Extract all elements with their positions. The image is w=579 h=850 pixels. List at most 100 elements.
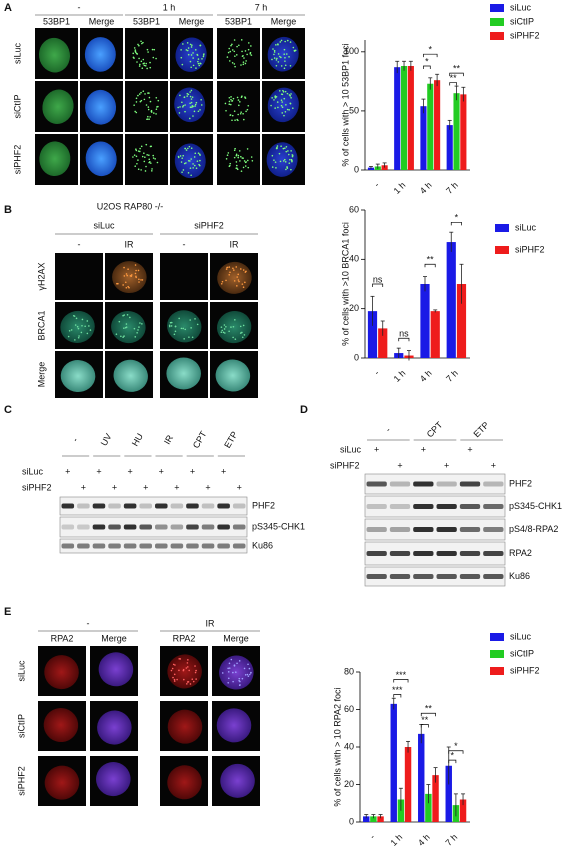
focus <box>180 56 183 59</box>
blot-band <box>366 481 387 487</box>
blot-band <box>186 503 199 509</box>
x-tick-label: - <box>368 832 377 841</box>
focus <box>186 42 189 44</box>
focus <box>122 284 124 286</box>
blot-band <box>139 503 152 509</box>
focus <box>276 145 279 147</box>
focus <box>250 45 252 47</box>
focus <box>134 49 137 51</box>
blot-band <box>123 543 137 549</box>
focus <box>281 101 283 103</box>
focus <box>230 96 232 98</box>
focus <box>143 160 146 163</box>
focus <box>241 283 244 285</box>
focus <box>177 155 180 158</box>
focus <box>126 274 129 277</box>
focus <box>278 90 281 92</box>
focus <box>285 150 288 153</box>
focus <box>220 282 223 285</box>
focus <box>125 273 128 275</box>
focus <box>272 48 274 50</box>
focus <box>190 89 193 92</box>
focus <box>282 160 285 162</box>
focus <box>138 44 140 47</box>
focus <box>243 160 246 162</box>
focus <box>288 162 291 164</box>
significance-label: ** <box>453 63 461 73</box>
image-tile <box>217 134 260 185</box>
significance-label: ** <box>421 715 429 725</box>
focus <box>228 662 231 665</box>
focus <box>234 119 236 121</box>
focus <box>241 677 244 680</box>
focus <box>193 110 196 113</box>
focus <box>236 118 239 121</box>
focus <box>184 110 186 113</box>
focus <box>181 171 183 173</box>
focus <box>196 160 199 162</box>
nucleus <box>38 37 71 73</box>
significance-label: ** <box>427 255 435 265</box>
blot-band <box>155 503 168 509</box>
significance-bracket <box>449 72 464 77</box>
blot-band <box>108 503 121 509</box>
focus <box>135 269 137 272</box>
focus <box>124 281 127 284</box>
sign: + <box>205 482 210 492</box>
focus <box>243 57 245 59</box>
bar <box>420 284 430 358</box>
focus <box>273 53 275 56</box>
treatment-label: - <box>70 436 80 444</box>
focus <box>285 104 287 106</box>
band-label: pS345-CHK1 <box>252 521 305 531</box>
focus <box>231 119 233 122</box>
treatment-label: CPT <box>425 419 445 439</box>
blot-band <box>217 524 230 530</box>
focus <box>195 167 198 170</box>
focus <box>139 100 142 103</box>
focus <box>233 39 236 41</box>
focus <box>244 96 246 98</box>
nucleus <box>98 652 134 687</box>
significance-bracket <box>420 712 436 717</box>
blot-band <box>123 524 137 530</box>
focus <box>155 113 157 115</box>
focus <box>140 169 142 171</box>
focus <box>188 117 191 120</box>
nucleus <box>113 359 148 392</box>
row-label: Merge <box>36 362 46 388</box>
focus <box>183 678 185 681</box>
y-tick-label: 0 <box>349 816 354 826</box>
focus <box>229 271 231 274</box>
bar <box>430 311 440 358</box>
focus <box>139 150 141 153</box>
focus <box>146 154 148 156</box>
focus <box>184 328 187 331</box>
focus <box>226 154 229 157</box>
nucleus <box>96 762 131 797</box>
focus <box>246 53 248 56</box>
blot-band <box>155 543 168 549</box>
focus <box>151 170 153 172</box>
blot-band <box>366 551 387 556</box>
focus <box>139 63 141 66</box>
legend-label: siPHF2 <box>515 244 545 254</box>
focus <box>238 280 240 283</box>
focus <box>196 54 199 56</box>
focus <box>290 93 292 95</box>
nucleus <box>85 141 117 177</box>
focus <box>146 67 148 70</box>
nucleus <box>167 654 202 689</box>
focus <box>280 39 283 42</box>
focus <box>75 317 78 320</box>
focus <box>280 65 283 67</box>
nucleus <box>112 261 147 294</box>
focus <box>237 113 239 116</box>
image-tile <box>217 28 260 79</box>
focus <box>190 54 193 56</box>
blot-band <box>186 524 199 530</box>
focus <box>227 677 230 680</box>
blot-band <box>389 504 411 509</box>
focus <box>157 105 159 108</box>
focus <box>231 49 234 51</box>
